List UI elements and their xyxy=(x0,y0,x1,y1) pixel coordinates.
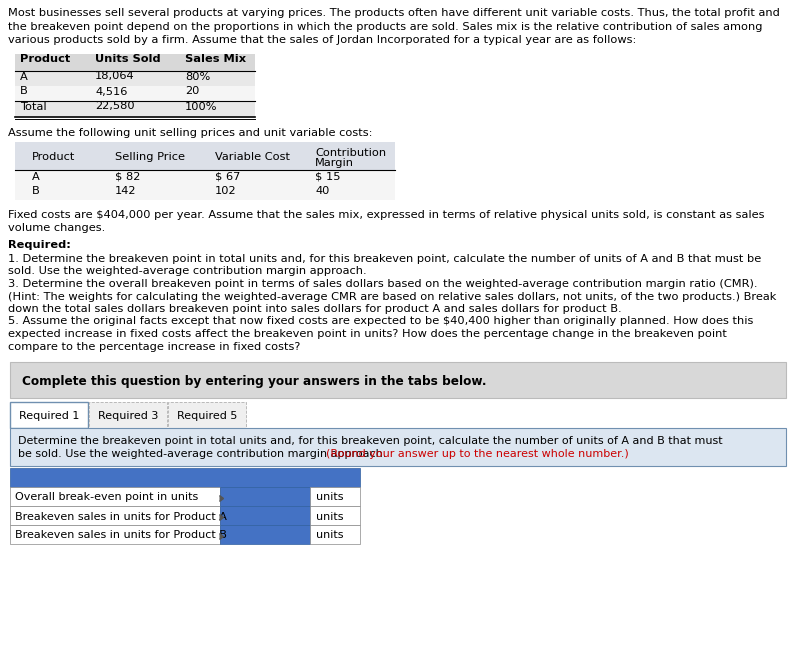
Text: Selling Price: Selling Price xyxy=(115,153,185,163)
Bar xyxy=(15,185,395,200)
Bar xyxy=(15,86,255,101)
Text: Total: Total xyxy=(20,101,47,112)
Text: units: units xyxy=(316,511,344,522)
Bar xyxy=(10,402,88,428)
Text: Units Sold: Units Sold xyxy=(95,54,161,65)
Text: (Round your answer up to the nearest whole number.): (Round your answer up to the nearest who… xyxy=(326,449,629,459)
Text: 100%: 100% xyxy=(185,101,217,112)
Bar xyxy=(10,362,786,398)
Text: (Hint: The weights for calculating the weighted-average CMR are based on relativ: (Hint: The weights for calculating the w… xyxy=(8,291,776,302)
Bar xyxy=(89,402,167,428)
Text: Most businesses sell several products at varying prices. The products often have: Most businesses sell several products at… xyxy=(8,8,780,18)
Text: Determine the breakeven point in total units and, for this breakeven point, calc: Determine the breakeven point in total u… xyxy=(18,436,723,446)
Text: A: A xyxy=(20,71,28,82)
Bar xyxy=(15,54,255,71)
Bar xyxy=(15,142,395,170)
Text: sold. Use the weighted-average contribution margin approach.: sold. Use the weighted-average contribut… xyxy=(8,266,367,276)
Text: $ 82: $ 82 xyxy=(115,172,140,182)
Text: volume changes.: volume changes. xyxy=(8,223,105,233)
Text: Variable Cost: Variable Cost xyxy=(215,153,290,163)
Text: units: units xyxy=(316,492,344,503)
Bar xyxy=(15,170,395,185)
Text: 3. Determine the overall breakeven point in terms of sales dollars based on the : 3. Determine the overall breakeven point… xyxy=(8,279,758,289)
Text: Required:: Required: xyxy=(8,240,71,251)
Text: compare to the percentage increase in fixed costs?: compare to the percentage increase in fi… xyxy=(8,342,300,351)
Text: 20: 20 xyxy=(185,86,199,97)
Text: 80%: 80% xyxy=(185,71,210,82)
Text: B: B xyxy=(20,86,28,97)
Text: $ 67: $ 67 xyxy=(215,172,240,182)
Text: Assume the following unit selling prices and unit variable costs:: Assume the following unit selling prices… xyxy=(8,127,373,138)
Text: expected increase in fixed costs affect the breakeven point in units? How does t: expected increase in fixed costs affect … xyxy=(8,329,727,339)
Text: Sales Mix: Sales Mix xyxy=(185,54,246,65)
Text: Required 1: Required 1 xyxy=(19,411,79,421)
Text: $ 15: $ 15 xyxy=(315,172,341,182)
Text: Margin: Margin xyxy=(315,159,354,168)
Text: Contribution: Contribution xyxy=(315,148,386,157)
Text: 5. Assume the original facts except that now fixed costs are expected to be $40,: 5. Assume the original facts except that… xyxy=(8,317,753,326)
Text: Required 3: Required 3 xyxy=(98,411,158,421)
Bar xyxy=(10,506,220,525)
Bar xyxy=(10,468,360,487)
Text: various products sold by a firm. Assume that the sales of Jordan Incorporated fo: various products sold by a firm. Assume … xyxy=(8,35,636,45)
Text: down the total sales dollars breakeven point into sales dollars for product A an: down the total sales dollars breakeven p… xyxy=(8,304,622,314)
Text: the breakeven point depend on the proportions in which the products are sold. Sa: the breakeven point depend on the propor… xyxy=(8,22,763,31)
Text: A: A xyxy=(32,172,40,182)
Text: be sold. Use the weighted-average contribution margin approach.: be sold. Use the weighted-average contri… xyxy=(18,449,390,459)
Text: Breakeven sales in units for Product B: Breakeven sales in units for Product B xyxy=(15,530,227,541)
Bar xyxy=(168,402,246,428)
Bar xyxy=(10,487,220,506)
Bar xyxy=(220,487,310,506)
Text: 1. Determine the breakeven point in total units and, for this breakeven point, c: 1. Determine the breakeven point in tota… xyxy=(8,254,761,264)
Text: Breakeven sales in units for Product A: Breakeven sales in units for Product A xyxy=(15,511,227,522)
Bar xyxy=(310,525,360,544)
Text: 40: 40 xyxy=(315,187,330,197)
Text: Product: Product xyxy=(20,54,70,65)
Bar xyxy=(10,525,220,544)
Bar xyxy=(220,506,310,525)
Bar xyxy=(310,487,360,506)
Bar xyxy=(220,525,310,544)
Text: 4,516: 4,516 xyxy=(95,86,127,97)
Bar xyxy=(10,428,786,466)
Bar xyxy=(15,101,255,116)
Text: 102: 102 xyxy=(215,187,236,197)
Text: B: B xyxy=(32,187,40,197)
Text: Fixed costs are $404,000 per year. Assume that the sales mix, expressed in terms: Fixed costs are $404,000 per year. Assum… xyxy=(8,210,764,219)
Bar xyxy=(310,506,360,525)
Text: 22,580: 22,580 xyxy=(95,101,135,112)
Text: 142: 142 xyxy=(115,187,136,197)
Bar xyxy=(15,71,255,86)
Text: Overall break-even point in units: Overall break-even point in units xyxy=(15,492,198,503)
Text: units: units xyxy=(316,530,344,541)
Text: Complete this question by entering your answers in the tabs below.: Complete this question by entering your … xyxy=(22,375,486,389)
Text: 18,064: 18,064 xyxy=(95,71,135,82)
Text: Product: Product xyxy=(32,153,76,163)
Text: Required 5: Required 5 xyxy=(177,411,237,421)
